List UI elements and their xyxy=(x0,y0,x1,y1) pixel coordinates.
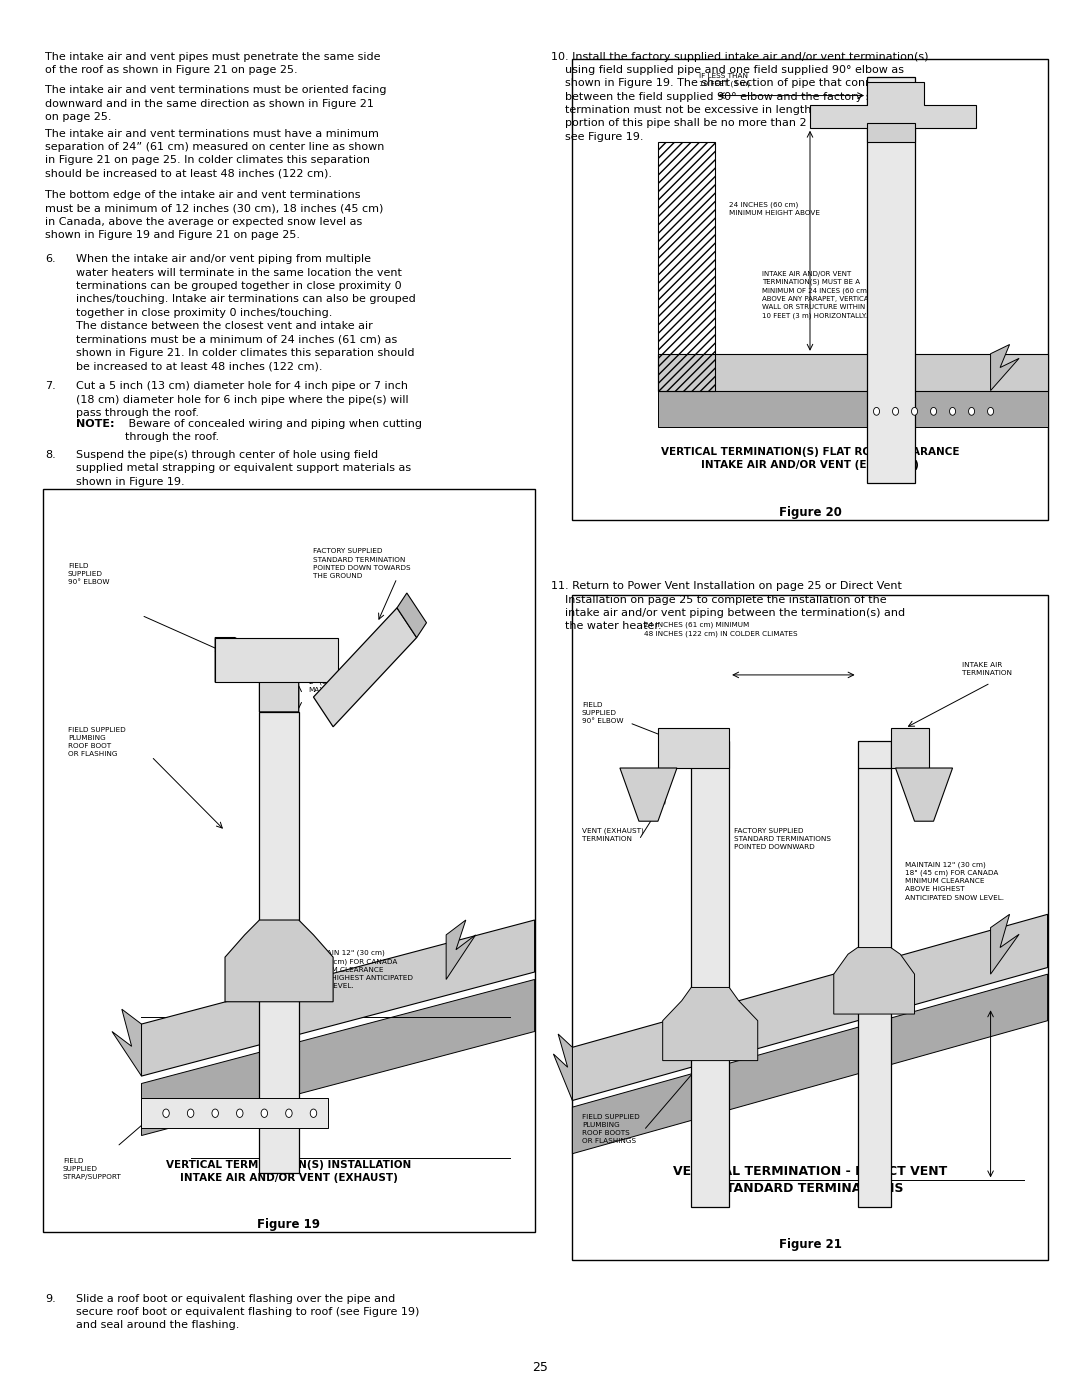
Polygon shape xyxy=(553,1034,572,1101)
Polygon shape xyxy=(691,742,729,1207)
Polygon shape xyxy=(259,712,299,1172)
Circle shape xyxy=(874,408,879,415)
Text: MAINTAIN 12" (30 cm)
18" (45 cm) FOR CANADA
MINIMUM CLEARANCE
ABOVE HIGHEST ANTI: MAINTAIN 12" (30 cm) 18" (45 cm) FOR CAN… xyxy=(303,950,413,989)
Polygon shape xyxy=(313,608,417,726)
Text: 10. Install the factory supplied intake air and/or vent termination(s)
    using: 10. Install the factory supplied intake … xyxy=(551,52,929,142)
Text: IF LESS THAN
10 FEET (3 m): IF LESS THAN 10 FEET (3 m) xyxy=(699,73,750,87)
Text: VERTICAL TERMINATION - DIRECT VENT
STANDARD TERMINATIONS: VERTICAL TERMINATION - DIRECT VENT STAND… xyxy=(673,1165,947,1196)
Text: 25: 25 xyxy=(532,1361,548,1373)
Polygon shape xyxy=(141,921,535,1076)
Circle shape xyxy=(285,1109,293,1118)
Polygon shape xyxy=(572,974,1048,1154)
Text: Beware of concealed wiring and piping when cutting
through the roof.: Beware of concealed wiring and piping wh… xyxy=(125,419,422,443)
Text: NOTE:: NOTE: xyxy=(76,419,114,429)
Text: 2" (5 cm)
MAXIMUM: 2" (5 cm) MAXIMUM xyxy=(309,679,345,693)
Text: Cut a 5 inch (13 cm) diameter hole for 4 inch pipe or 7 inch
(18 cm) diameter ho: Cut a 5 inch (13 cm) diameter hole for 4… xyxy=(76,381,408,418)
Polygon shape xyxy=(990,345,1020,391)
Polygon shape xyxy=(810,82,976,129)
Text: FACTORY SUPPLIED
STANDARD TERMINATIONS
POINTED DOWNWARD: FACTORY SUPPLIED STANDARD TERMINATIONS P… xyxy=(734,828,831,849)
Text: 7.: 7. xyxy=(45,381,56,391)
Text: FIELD
SUPPLIED
90° ELBOW: FIELD SUPPLIED 90° ELBOW xyxy=(68,563,109,585)
Text: MAINTAIN 12" (30 cm)
18" (45 cm) FOR CANADA
MINIMUM CLEARANCE
ABOVE HIGHEST
ANTI: MAINTAIN 12" (30 cm) 18" (45 cm) FOR CAN… xyxy=(905,861,1004,901)
Circle shape xyxy=(949,408,956,415)
Text: The bottom edge of the intake air and vent terminations
must be a minimum of 12 : The bottom edge of the intake air and ve… xyxy=(45,190,383,240)
Polygon shape xyxy=(620,768,677,821)
Text: 11. Return to Power Vent Installation on page 25 or Direct Vent
    Installation: 11. Return to Power Vent Installation on… xyxy=(551,581,905,631)
Polygon shape xyxy=(867,123,915,141)
Text: The intake air and vent terminations must have a minimum
separation of 24” (61 c: The intake air and vent terminations mus… xyxy=(45,129,384,179)
Polygon shape xyxy=(858,728,929,768)
Polygon shape xyxy=(658,391,1048,427)
Polygon shape xyxy=(215,637,299,712)
Polygon shape xyxy=(867,77,915,483)
Text: The distance between the closest vent and intake air
terminations must be a mini: The distance between the closest vent an… xyxy=(76,321,414,372)
Circle shape xyxy=(212,1109,218,1118)
Polygon shape xyxy=(225,921,333,1002)
Circle shape xyxy=(892,408,899,415)
Text: The intake air and vent terminations must be oriented facing
downward and in the: The intake air and vent terminations mus… xyxy=(45,85,387,122)
Bar xyxy=(43,489,535,1232)
Polygon shape xyxy=(141,979,535,1136)
Bar xyxy=(572,595,1048,1260)
Text: Figure 21: Figure 21 xyxy=(779,1238,841,1250)
Text: FACTORY SUPPLIED
STANDARD TERMINATION
POINTED DOWN TOWARDS
THE GROUND: FACTORY SUPPLIED STANDARD TERMINATION PO… xyxy=(313,549,411,578)
Bar xyxy=(572,59,1048,520)
Text: Slide a roof boot or equivalent flashing over the pipe and
secure roof boot or e: Slide a roof boot or equivalent flashing… xyxy=(76,1294,419,1330)
Polygon shape xyxy=(112,1009,141,1076)
Circle shape xyxy=(987,408,994,415)
Polygon shape xyxy=(663,988,758,1060)
Polygon shape xyxy=(572,914,1048,1101)
Text: Figure 20: Figure 20 xyxy=(779,506,841,518)
Circle shape xyxy=(237,1109,243,1118)
Text: 24 INCHES (60 cm)
MINIMUM HEIGHT ABOVE: 24 INCHES (60 cm) MINIMUM HEIGHT ABOVE xyxy=(729,201,820,217)
Text: 24 INCHES (61 cm) MINIMUM
48 INCHES (122 cm) IN COLDER CLIMATES: 24 INCHES (61 cm) MINIMUM 48 INCHES (122… xyxy=(644,622,797,637)
Polygon shape xyxy=(215,637,338,682)
Text: FIELD
SUPPLIED
90° ELBOW: FIELD SUPPLIED 90° ELBOW xyxy=(582,701,623,724)
Text: INTAKE AIR
TERMINATION: INTAKE AIR TERMINATION xyxy=(962,662,1012,676)
Text: The intake air and vent pipes must penetrate the same side
of the roof as shown : The intake air and vent pipes must penet… xyxy=(45,52,381,75)
Text: VERTICAL TERMINATION(S) FLAT ROOF CLEARANCE
INTAKE AIR AND/OR VENT (EXHAUST): VERTICAL TERMINATION(S) FLAT ROOF CLEARA… xyxy=(661,447,959,471)
Text: VERTICAL TERMINATION(S) INSTALLATION
INTAKE AIR AND/OR VENT (EXHAUST): VERTICAL TERMINATION(S) INSTALLATION INT… xyxy=(166,1160,411,1183)
Polygon shape xyxy=(990,914,1020,974)
Text: FIELD SUPPLIED
PLUMBING
ROOF BOOTS
OR FLASHINGS: FIELD SUPPLIED PLUMBING ROOF BOOTS OR FL… xyxy=(582,1113,639,1144)
Text: INTAKE AIR AND/OR VENT
TERMINATION(S) MUST BE A
MINIMUM OF 24 INCES (60 cm)
ABOV: INTAKE AIR AND/OR VENT TERMINATION(S) MU… xyxy=(762,271,873,319)
Polygon shape xyxy=(658,353,1048,391)
Circle shape xyxy=(163,1109,170,1118)
Text: 9.: 9. xyxy=(45,1294,56,1303)
Circle shape xyxy=(261,1109,268,1118)
Polygon shape xyxy=(141,1098,328,1129)
Polygon shape xyxy=(658,728,729,768)
Text: 8.: 8. xyxy=(45,450,56,460)
Text: Suspend the pipe(s) through center of hole using field
supplied metal strapping : Suspend the pipe(s) through center of ho… xyxy=(76,450,410,486)
Circle shape xyxy=(969,408,974,415)
Circle shape xyxy=(931,408,936,415)
Polygon shape xyxy=(895,768,953,821)
Text: 6.: 6. xyxy=(45,254,56,264)
Polygon shape xyxy=(858,742,891,1207)
Text: Figure 19: Figure 19 xyxy=(257,1218,321,1231)
Text: FIELD SUPPLIED
PLUMBING
ROOF BOOT
OR FLASHING: FIELD SUPPLIED PLUMBING ROOF BOOT OR FLA… xyxy=(68,726,125,757)
Text: FIELD
SUPPLIED
STRAP/SUPPORT: FIELD SUPPLIED STRAP/SUPPORT xyxy=(63,1158,122,1180)
Polygon shape xyxy=(446,921,475,979)
Text: VENT (EXHAUST)
TERMINATION: VENT (EXHAUST) TERMINATION xyxy=(582,828,644,842)
Polygon shape xyxy=(834,947,915,1014)
Circle shape xyxy=(912,408,918,415)
Text: When the intake air and/or vent piping from multiple
water heaters will terminat: When the intake air and/or vent piping f… xyxy=(76,254,416,317)
Polygon shape xyxy=(397,592,427,637)
Circle shape xyxy=(188,1109,194,1118)
Circle shape xyxy=(310,1109,316,1118)
